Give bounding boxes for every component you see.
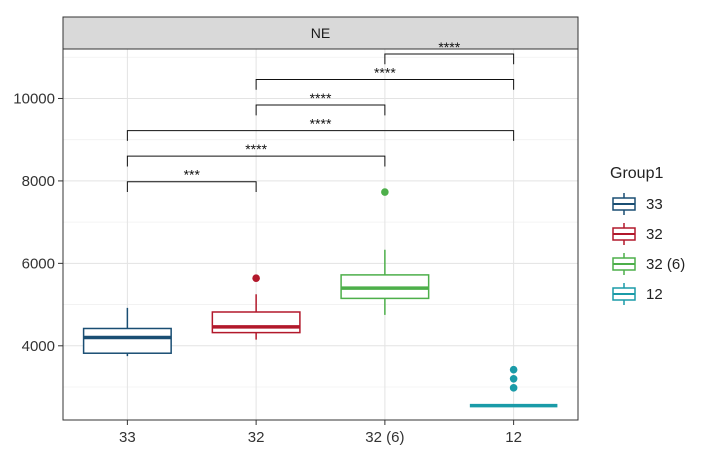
x-tick-label: 32 — [248, 429, 265, 446]
outlier-point — [509, 374, 518, 383]
legend-item: 32 — [612, 223, 663, 245]
legend: 33 32 32 (6) 12 — [612, 193, 685, 305]
significance-label: **** — [310, 90, 332, 106]
y-tick-label: 6000 — [22, 255, 55, 272]
legend-item: 33 — [612, 193, 663, 215]
box — [211, 311, 301, 334]
legend-label: 32 — [646, 226, 663, 243]
axes: 4000 6000 8000 10000 33 32 32 (6) 12 — [13, 90, 522, 446]
outlier-point — [509, 365, 518, 374]
legend-item: 12 — [612, 283, 663, 305]
legend-label: 32 (6) — [646, 256, 685, 273]
legend-label: 12 — [646, 286, 663, 303]
outlier-point — [509, 384, 518, 392]
significance-label: *** — [184, 167, 201, 183]
box — [82, 327, 172, 354]
significance-bracket — [126, 181, 257, 193]
outlier-point — [381, 188, 389, 196]
significance-bracket — [126, 155, 386, 167]
legend-label: 33 — [646, 196, 663, 213]
significance-label: **** — [374, 65, 396, 81]
box-group — [211, 274, 301, 340]
legend-item: 32 (6) — [612, 253, 685, 275]
box-group — [82, 307, 172, 357]
box-layer — [82, 188, 558, 408]
significance-bracket — [384, 53, 515, 65]
legend-title: Group1 — [610, 165, 663, 182]
panel-border — [62, 48, 579, 421]
x-tick-label: 33 — [119, 429, 136, 446]
x-tick-label: 12 — [505, 429, 522, 446]
significance-label: **** — [310, 116, 332, 132]
box-group — [469, 365, 558, 408]
significance-label: **** — [438, 39, 460, 55]
x-tick-label: 32 (6) — [365, 429, 404, 446]
y-tick-label: 8000 — [22, 173, 55, 190]
outlier-point — [252, 274, 260, 282]
box-group — [340, 188, 430, 315]
significance-bracket — [255, 104, 386, 116]
significance-label: **** — [245, 141, 267, 157]
significance-brackets: *********************** — [126, 39, 515, 193]
facet-label: NE — [311, 25, 330, 41]
y-tick-label: 4000 — [22, 338, 55, 355]
significance-bracket — [255, 79, 515, 90]
plot-panel — [63, 49, 578, 420]
significance-bracket — [126, 130, 515, 141]
facet-strip — [62, 16, 579, 50]
y-tick-label: 10000 — [13, 90, 55, 107]
